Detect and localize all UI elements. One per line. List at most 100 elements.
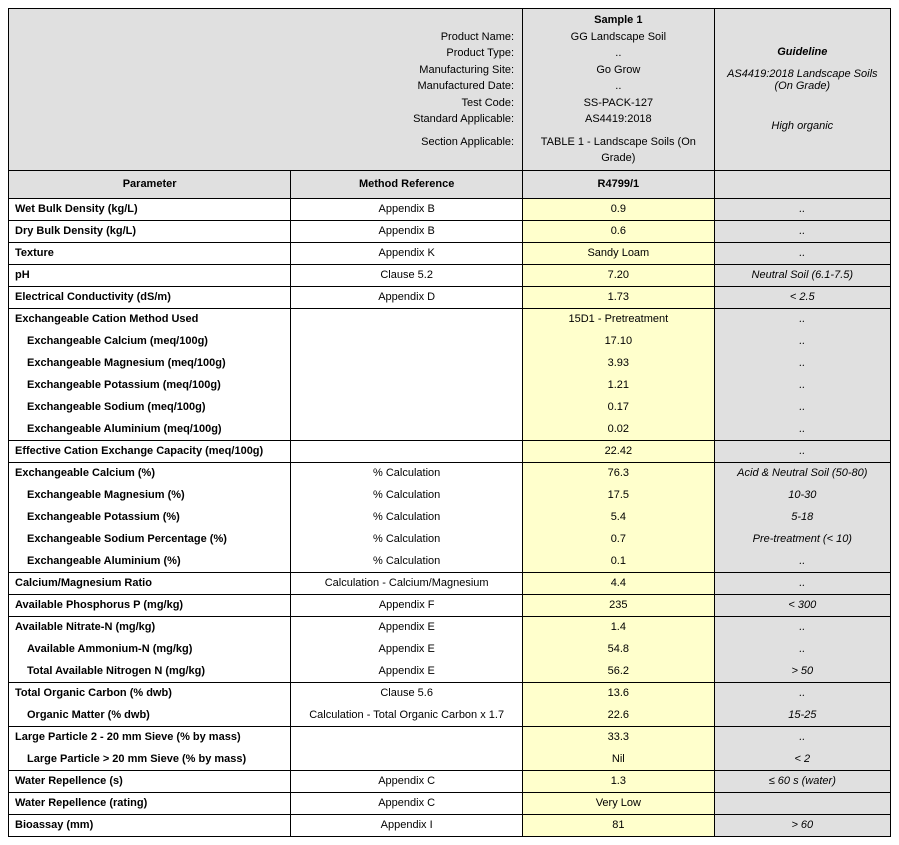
- value-cell: 1.3: [523, 770, 715, 792]
- method-cell: [291, 330, 523, 352]
- value-cell: 76.3: [523, 462, 715, 484]
- parameter-cell: Total Available Nitrogen N (mg/kg): [9, 660, 291, 682]
- method-cell: Clause 5.2: [291, 264, 523, 286]
- method-cell: Appendix E: [291, 616, 523, 638]
- value-cell: 17.10: [523, 330, 715, 352]
- value-cell: Very Low: [523, 792, 715, 814]
- parameter-cell: Water Repellence (rating): [9, 792, 291, 814]
- table-row: Effective Cation Exchange Capacity (meq/…: [9, 440, 891, 462]
- guideline-cell: ..: [714, 330, 890, 352]
- label-mfg-site: Manufacturing Site:: [15, 62, 514, 79]
- guideline-cell: < 300: [714, 594, 890, 616]
- value-cell: 1.4: [523, 616, 715, 638]
- header-guideline-cell: Guideline AS4419:2018 Landscape Soils (O…: [714, 9, 890, 171]
- method-cell: Calculation - Calcium/Magnesium: [291, 572, 523, 594]
- table-row: Wet Bulk Density (kg/L)Appendix B0.9..: [9, 198, 891, 220]
- method-cell: Appendix K: [291, 242, 523, 264]
- guideline-cell: [714, 792, 890, 814]
- table-row: Electrical Conductivity (dS/m)Appendix D…: [9, 286, 891, 308]
- parameter-cell: Exchangeable Potassium (meq/100g): [9, 374, 291, 396]
- table-row: Exchangeable Aluminium (meq/100g) 0.02..: [9, 418, 891, 440]
- guideline-cell: ..: [714, 616, 890, 638]
- guideline-cell: ..: [714, 198, 890, 220]
- table-row: Exchangeable Potassium (meq/100g)1.21..: [9, 374, 891, 396]
- value-cell: 3.93: [523, 352, 715, 374]
- parameter-cell: Bioassay (mm): [9, 814, 291, 836]
- value-cell: 22.42: [523, 440, 715, 462]
- value-cell: 1.21: [523, 374, 715, 396]
- method-cell: Appendix D: [291, 286, 523, 308]
- table-row: Exchangeable Calcium (%)% Calculation76.…: [9, 462, 891, 484]
- method-cell: Calculation - Total Organic Carbon x 1.7: [291, 704, 523, 726]
- value-cell: 0.02: [523, 418, 715, 440]
- value-test-code: SS-PACK-127: [529, 95, 708, 112]
- table-row: Exchangeable Magnesium (meq/100g)3.93..: [9, 352, 891, 374]
- method-cell: [291, 308, 523, 330]
- table-row: Total Available Nitrogen N (mg/kg)Append…: [9, 660, 891, 682]
- table-row: Bioassay (mm)Appendix I81> 60: [9, 814, 891, 836]
- table-row: Available Ammonium-N (mg/kg)Appendix E54…: [9, 638, 891, 660]
- table-row: Calcium/Magnesium RatioCalculation - Cal…: [9, 572, 891, 594]
- parameter-cell: Wet Bulk Density (kg/L): [9, 198, 291, 220]
- table-row: Dry Bulk Density (kg/L)Appendix B0.6..: [9, 220, 891, 242]
- method-cell: [291, 418, 523, 440]
- parameter-cell: Exchangeable Sodium Percentage (%): [9, 528, 291, 550]
- parameter-cell: Texture: [9, 242, 291, 264]
- label-product-type: Product Type:: [15, 45, 514, 62]
- value-cell: 7.20: [523, 264, 715, 286]
- value-cell: 56.2: [523, 660, 715, 682]
- guideline-cell: ..: [714, 550, 890, 572]
- colhead-method: Method Reference: [291, 170, 523, 198]
- guideline-cell: ..: [714, 242, 890, 264]
- value-cell: 0.17: [523, 396, 715, 418]
- parameter-cell: Exchangeable Magnesium (meq/100g): [9, 352, 291, 374]
- method-cell: Appendix E: [291, 660, 523, 682]
- sample-title: Sample 1: [529, 12, 708, 29]
- label-product-name: Product Name:: [15, 29, 514, 46]
- table-row: Exchangeable Potassium (%)% Calculation5…: [9, 506, 891, 528]
- method-cell: Appendix C: [291, 792, 523, 814]
- parameter-cell: Exchangeable Aluminium (meq/100g): [9, 418, 291, 440]
- guideline-cell: ..: [714, 418, 890, 440]
- guideline-cell: > 60: [714, 814, 890, 836]
- method-cell: [291, 748, 523, 770]
- value-cell: 15D1 - Pretreatment: [523, 308, 715, 330]
- method-cell: [291, 726, 523, 748]
- parameter-cell: Exchangeable Cation Method Used: [9, 308, 291, 330]
- method-cell: [291, 352, 523, 374]
- guideline-cell: < 2: [714, 748, 890, 770]
- guideline-cell: ..: [714, 396, 890, 418]
- parameter-cell: Exchangeable Aluminium (%): [9, 550, 291, 572]
- guideline-cell: < 2.5: [714, 286, 890, 308]
- value-section-applicable: TABLE 1 - Landscape Soils (On Grade): [529, 134, 708, 167]
- label-test-code: Test Code:: [15, 95, 514, 112]
- label-section-applicable: Section Applicable:: [15, 134, 514, 151]
- method-cell: [291, 440, 523, 462]
- table-row: Large Particle 2 - 20 mm Sieve (% by mas…: [9, 726, 891, 748]
- method-cell: Appendix E: [291, 638, 523, 660]
- value-cell: 235: [523, 594, 715, 616]
- parameter-cell: Exchangeable Calcium (meq/100g): [9, 330, 291, 352]
- value-cell: Nil: [523, 748, 715, 770]
- table-row: Exchangeable Cation Method Used 15D1 - Pr…: [9, 308, 891, 330]
- parameter-cell: Organic Matter (% dwb): [9, 704, 291, 726]
- colhead-result: R4799/1: [523, 170, 715, 198]
- value-cell: Sandy Loam: [523, 242, 715, 264]
- guideline-cell: Pre-treatment (< 10): [714, 528, 890, 550]
- value-product-name: GG Landscape Soil: [529, 29, 708, 46]
- parameter-cell: Large Particle 2 - 20 mm Sieve (% by mas…: [9, 726, 291, 748]
- table-row: Large Particle > 20 mm Sieve (% by mass)…: [9, 748, 891, 770]
- method-cell: % Calculation: [291, 462, 523, 484]
- guideline-cell: 10-30: [714, 484, 890, 506]
- colhead-parameter: Parameter: [9, 170, 291, 198]
- table-row: Water Repellence (s)Appendix C1.3≤ 60 s …: [9, 770, 891, 792]
- header-row: Product Name: Product Type: Manufacturin…: [9, 9, 891, 171]
- method-cell: % Calculation: [291, 550, 523, 572]
- parameter-cell: Exchangeable Potassium (%): [9, 506, 291, 528]
- table-row: Exchangeable Magnesium (%)% Calculation1…: [9, 484, 891, 506]
- value-cell: 0.1: [523, 550, 715, 572]
- value-std-applicable: AS4419:2018: [529, 111, 708, 128]
- label-mfg-date: Manufactured Date:: [15, 78, 514, 95]
- value-mfg-site: Go Grow: [529, 62, 708, 79]
- parameter-cell: Water Repellence (s): [9, 770, 291, 792]
